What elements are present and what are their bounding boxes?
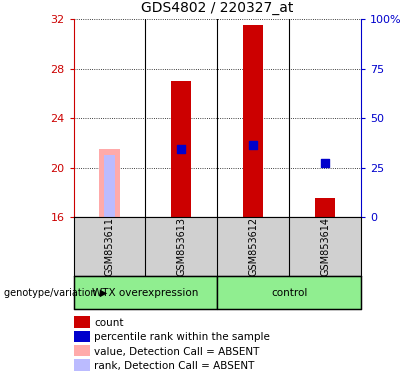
Text: genotype/variation ▶: genotype/variation ▶: [4, 288, 108, 298]
Text: value, Detection Call = ABSENT: value, Detection Call = ABSENT: [94, 347, 260, 357]
Bar: [100, 149, 120, 217]
Point: [250, 142, 257, 148]
Text: percentile rank within the sample: percentile rank within the sample: [94, 333, 270, 343]
Text: control: control: [271, 288, 307, 298]
Text: GSM853614: GSM853614: [320, 217, 330, 276]
Bar: [104, 155, 115, 217]
Text: GSM853613: GSM853613: [176, 217, 186, 276]
Text: GSM853611: GSM853611: [105, 217, 115, 276]
Bar: [74, 276, 218, 309]
Bar: [171, 81, 192, 217]
Text: WTX overexpression: WTX overexpression: [92, 288, 199, 298]
Title: GDS4802 / 220327_at: GDS4802 / 220327_at: [141, 2, 294, 15]
Point: [322, 159, 328, 166]
Text: count: count: [94, 318, 124, 328]
Text: GSM853612: GSM853612: [248, 217, 258, 276]
Point: [178, 146, 185, 152]
Bar: [315, 199, 335, 217]
Bar: [243, 25, 263, 217]
Text: rank, Detection Call = ABSENT: rank, Detection Call = ABSENT: [94, 361, 255, 371]
Bar: [218, 276, 361, 309]
